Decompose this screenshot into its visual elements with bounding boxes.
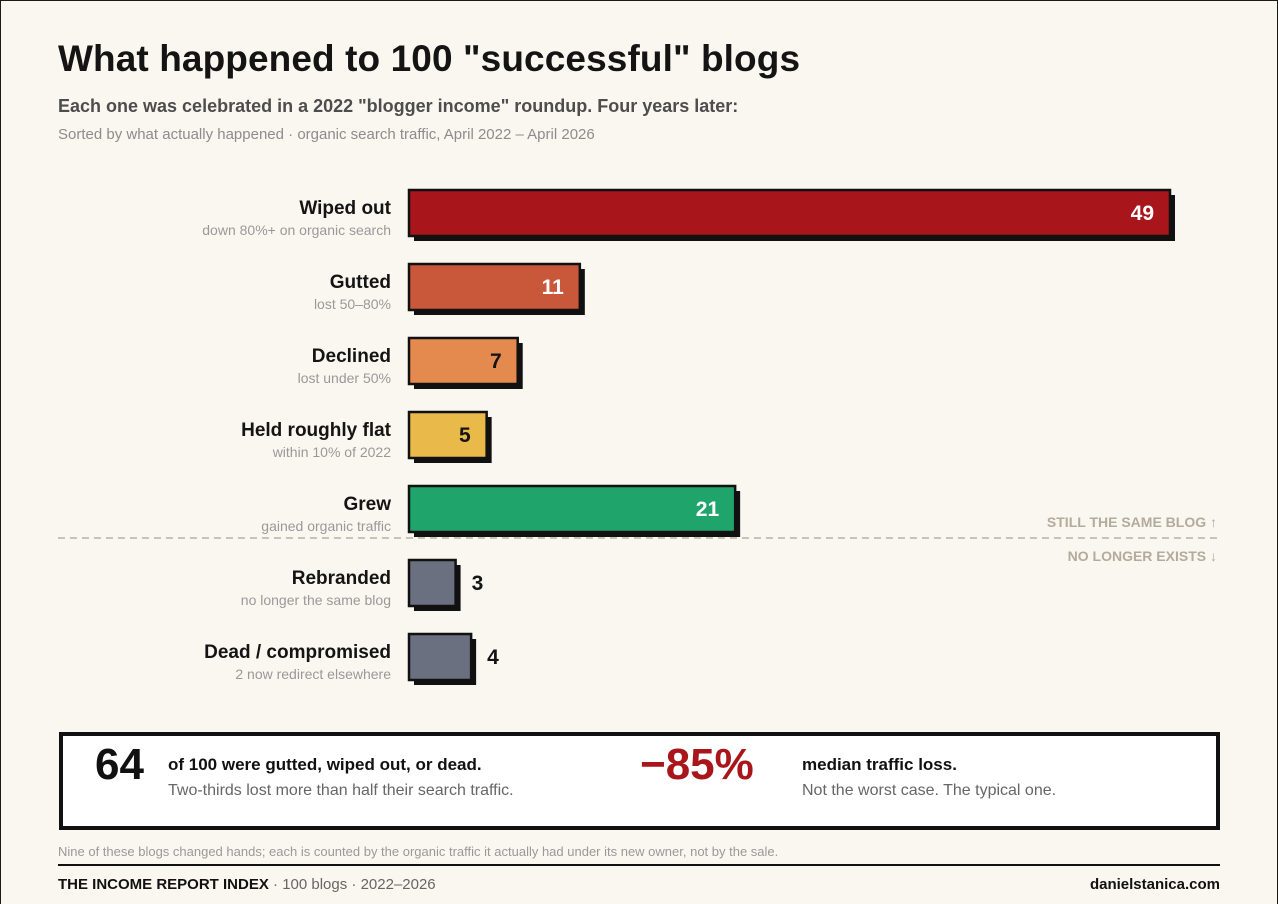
category-label-wiped-out: Wiped out: [299, 198, 391, 219]
summary-box: 64 of 100 were gutted, wiped out, or dea…: [59, 732, 1220, 830]
bar-declined: [407, 336, 519, 386]
category-description-wiped-out: down 80%+ on organic search: [202, 222, 391, 238]
value-label-rebranded: 3: [472, 572, 484, 595]
summary-count-sub: Two-thirds lost more than half their sea…: [168, 782, 514, 799]
summary-percent: −85%: [640, 740, 754, 789]
category-label-declined: Declined: [312, 346, 391, 367]
category-description-dead-compromised: 2 now redirect elsewhere: [235, 666, 391, 682]
category-label-rebranded: Rebranded: [292, 568, 391, 589]
summary-percent-sub: Not the worst case. The typical one.: [802, 782, 1057, 799]
summary-percent-headline: median traffic loss.: [802, 755, 957, 774]
footnote: Nine of these blogs changed hands; each …: [58, 844, 779, 859]
value-label-declined: 7: [490, 350, 502, 373]
chart-title: What happened to 100 "successful" blogs: [58, 38, 801, 79]
value-label-dead-compromised: 4: [487, 646, 499, 669]
bar-wiped-out: [407, 188, 1172, 238]
chart-note: Sorted by what actually happened · organ…: [58, 126, 595, 143]
category-label-held-roughly-flat: Held roughly flat: [241, 420, 392, 441]
category-label-grew: Grew: [343, 494, 391, 515]
chart-subtitle: Each one was celebrated in a 2022 "blogg…: [58, 96, 739, 116]
category-description-declined: lost under 50%: [298, 370, 391, 386]
bar-held-roughly-flat: [407, 410, 488, 460]
bar-dead-compromised: [407, 632, 473, 682]
bar-chart: Wiped out down 80%+ on organic search 49 Gu…: [58, 188, 1218, 685]
value-label-grew: 21: [696, 498, 720, 521]
category-label-dead-compromised: Dead / compromised: [204, 642, 391, 663]
category-description-gutted: lost 50–80%: [314, 296, 391, 312]
footer-left: THE INCOME REPORT INDEX · 100 blogs · 20…: [58, 876, 436, 893]
value-label-held-roughly-flat: 5: [459, 424, 471, 447]
category-label-gutted: Gutted: [330, 272, 391, 293]
summary-count-headline: of 100 were gutted, wiped out, or dead.: [168, 755, 482, 774]
category-description-held-roughly-flat: within 10% of 2022: [272, 444, 392, 460]
bar-grew: [407, 484, 737, 534]
footer-site-link[interactable]: danielstanica.com: [1089, 876, 1220, 893]
bar-gutted: [407, 262, 582, 312]
value-label-gutted: 11: [542, 276, 565, 299]
category-description-rebranded: no longer the same blog: [241, 592, 391, 608]
value-label-wiped-out: 49: [1131, 202, 1154, 225]
footer-rule: [58, 864, 1220, 866]
bar-rebranded: [407, 558, 457, 608]
footer-details: · 100 blogs · 2022–2026: [268, 876, 436, 893]
category-description-grew: gained organic traffic: [261, 518, 391, 534]
divider-label-below: NO LONGER EXISTS ↓: [1068, 548, 1217, 564]
divider-label-above: STILL THE SAME BLOG ↑: [1047, 514, 1217, 530]
footer-brand: THE INCOME REPORT INDEX: [58, 876, 269, 893]
summary-count: 64: [95, 740, 144, 789]
